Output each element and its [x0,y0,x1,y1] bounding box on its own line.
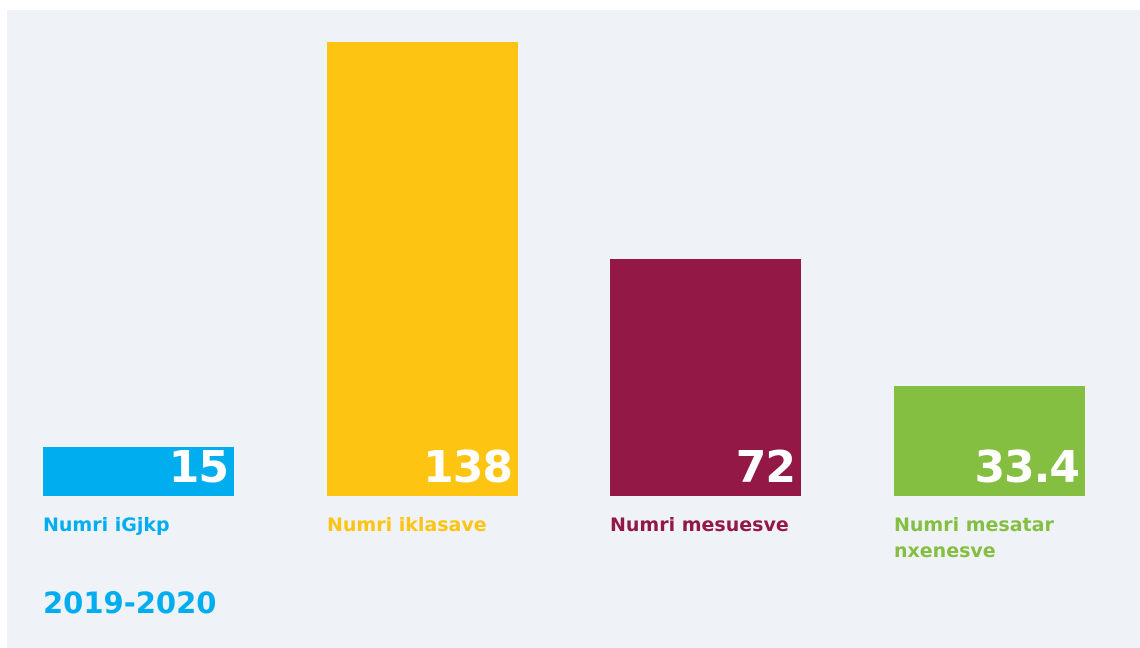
bar [43,446,234,496]
category-label: Numri iklasave [327,514,487,536]
bar [894,386,1085,496]
bar [610,259,801,496]
bar [327,42,518,496]
category-label: Numri iGjkp [43,514,170,536]
value-label: 72 [735,442,796,493]
value-label: 138 [423,442,513,493]
value-label: 15 [168,442,229,493]
chart-title: 2019-2020 [43,586,217,620]
category-label: Numri mesatar nxenesve [894,514,1054,562]
chart-panel [7,10,1140,648]
category-label: Numri mesuesve [610,514,789,536]
value-label: 33.4 [974,442,1080,493]
